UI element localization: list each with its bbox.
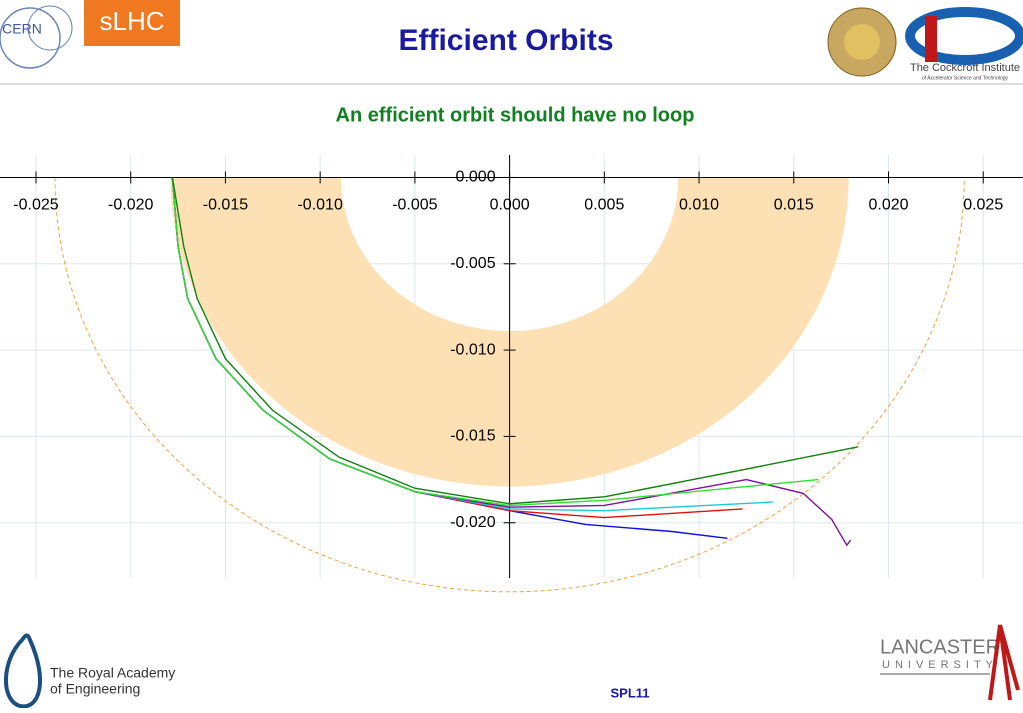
lancaster-mark: [988, 624, 1020, 701]
x-tick-label: 0.000: [490, 197, 530, 214]
x-tick-label: 0.010: [679, 197, 719, 214]
cockcroft-bar: [925, 16, 937, 62]
footer-code: SPL11: [610, 685, 649, 700]
cockcroft-ring: [905, 7, 1023, 65]
x-tick-label: -0.020: [108, 197, 153, 214]
logo-ring: [0, 7, 61, 69]
academy-text: of Engineering: [50, 681, 140, 697]
y-tick-label: 0.000: [456, 169, 496, 186]
x-tick-label: -0.005: [392, 197, 437, 214]
chart-title: An efficient orbit should have no loop: [336, 104, 695, 126]
x-tick-label: 0.025: [963, 197, 1003, 214]
orbit-line: [171, 177, 859, 505]
y-tick-label: -0.005: [450, 255, 495, 272]
academy-text: The Royal Academy: [50, 665, 175, 681]
academy-logo: [4, 633, 43, 709]
badge-box: [84, 0, 180, 46]
lancaster-text: LANCASTER: [880, 636, 1000, 658]
emblem-core: [844, 24, 880, 60]
x-tick-label: 0.020: [868, 197, 908, 214]
cern-text: CERN: [2, 21, 42, 37]
orbit-line: [171, 177, 819, 507]
plot: -0.025 -0.020 -0.015 -0.010 -0.005 0.000 0.005…: [0, 155, 1023, 592]
x-tick-label: -0.010: [297, 197, 342, 214]
reference-circle: [54, 177, 965, 592]
y-tick-label: -0.015: [450, 428, 495, 445]
x-tick-label: -0.015: [203, 197, 248, 214]
slide-title: Efficient Orbits: [398, 24, 613, 57]
x-tick-label: -0.025: [13, 197, 58, 214]
x-tick-label: 0.005: [584, 197, 624, 214]
x-tick-label: 0.015: [774, 197, 814, 214]
cockcroft-name: The Cockcroft Institute: [910, 62, 1020, 74]
cern-logo: CERN: [0, 5, 73, 69]
y-tick-label: -0.020: [450, 514, 495, 531]
badge-text: sLHC: [99, 6, 164, 36]
university-text: UNIVERSITY: [882, 659, 998, 671]
cockcroft-sub: of Accelerator Science and Technology: [922, 75, 1009, 81]
logo-ring: [27, 5, 73, 51]
y-tick-label: -0.010: [450, 341, 495, 358]
